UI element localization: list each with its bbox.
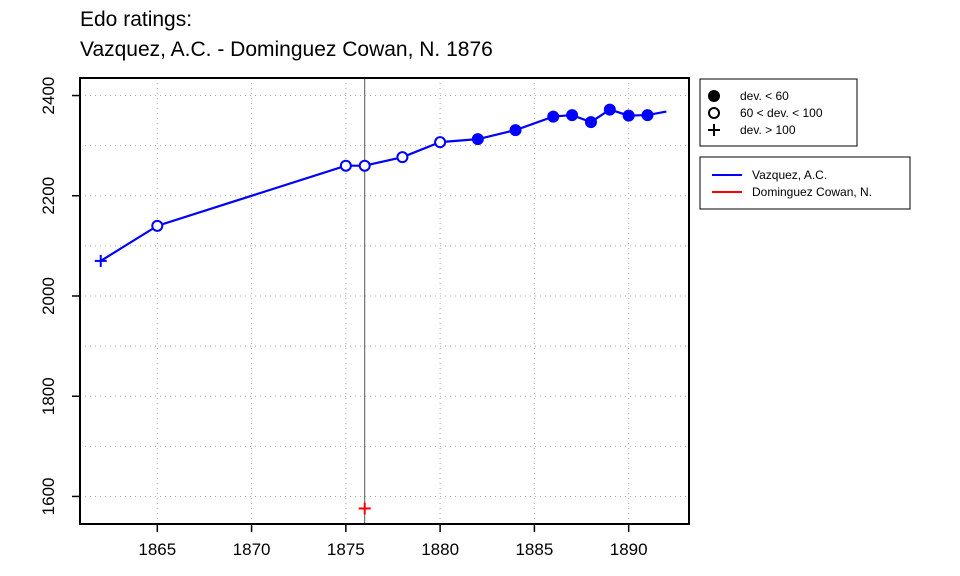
chart-title-line-2: Vazquez, A.C. - Dominguez Cowan, N. 1876	[80, 38, 493, 61]
data-point	[151, 219, 164, 232]
series-vazquez-a-c	[94, 103, 667, 267]
data-point	[434, 136, 447, 149]
marker-legend-label: dev. < 60	[740, 89, 789, 103]
marker-legend-label: 60 < dev. < 100	[740, 106, 823, 120]
grid-layer	[80, 78, 689, 524]
data-point	[708, 90, 720, 102]
series-dominguez-cowan-n	[358, 502, 371, 515]
series-line	[100, 108, 667, 262]
data-point	[358, 502, 371, 515]
y-tick-label: 2400	[39, 77, 58, 115]
x-tick-label: 1885	[515, 540, 553, 559]
data-point	[584, 116, 597, 129]
data-point	[708, 124, 720, 136]
x-tick-label: 1865	[138, 540, 176, 559]
data-point	[94, 254, 107, 267]
data-point	[509, 124, 522, 137]
chart-title-line-1: Edo ratings:	[80, 8, 193, 31]
data-point	[547, 110, 560, 123]
x-axis: 1865 1870 1875 1880 1885 1890	[138, 524, 648, 559]
data-point	[396, 151, 409, 164]
data-point	[471, 133, 484, 146]
data-point	[603, 103, 616, 116]
series-legend-box	[699, 156, 911, 210]
data-point	[339, 159, 352, 172]
data-point	[358, 159, 371, 172]
x-tick-label: 1880	[421, 540, 459, 559]
marker-legend: dev. < 60 60 < dev. < 100 dev. > 100	[699, 78, 858, 147]
y-tick-label: 2200	[39, 177, 58, 215]
y-axis: 1600 1800 2000 2200 2400	[39, 77, 80, 516]
y-tick-label: 2000	[39, 277, 58, 315]
data-point	[566, 109, 579, 122]
x-tick-label: 1890	[610, 540, 648, 559]
marker-legend-box	[699, 78, 858, 147]
series-layer	[94, 103, 667, 515]
x-tick-label: 1875	[327, 540, 365, 559]
x-tick-label: 1870	[233, 540, 271, 559]
y-tick-label: 1800	[39, 377, 58, 415]
data-point	[708, 107, 720, 119]
plot-frame	[79, 77, 690, 525]
data-point	[622, 109, 635, 122]
data-point	[641, 109, 654, 122]
y-tick-label: 1600	[39, 478, 58, 516]
marker-legend-label: dev. > 100	[740, 123, 796, 137]
series-legend: Vazquez, A.C. Dominguez Cowan, N.	[699, 156, 911, 210]
series-legend-label: Vazquez, A.C.	[752, 168, 827, 182]
series-legend-label: Dominguez Cowan, N.	[752, 185, 872, 199]
